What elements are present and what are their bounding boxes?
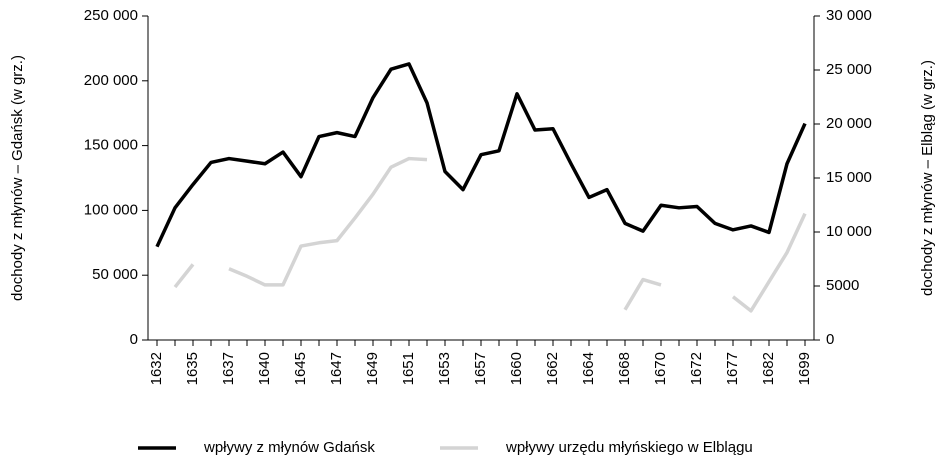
x-tick-label: 1677	[724, 352, 741, 385]
x-tick-label: 1662	[544, 352, 561, 385]
y2-tick-label: 10 000	[826, 223, 872, 240]
x-tick-label: 1653	[436, 352, 453, 385]
x-tick-label: 1632	[148, 352, 165, 385]
y-tick-label: 200 000	[84, 72, 138, 89]
y-axis-label: dochody z młynów – Gdańsk (w grz.)	[9, 55, 26, 301]
y-tick-label: 250 000	[84, 7, 138, 24]
x-tick-label: 1635	[184, 352, 201, 385]
y2-axis-label: dochody z młynów – Elbląg (w grz.)	[919, 60, 936, 296]
x-tick-label: 1637	[220, 352, 237, 385]
x-tick-label: 1660	[508, 352, 525, 385]
y2-tick-label: 0	[826, 331, 834, 348]
y2-tick-label: 25 000	[826, 61, 872, 78]
x-tick-label: 1699	[796, 352, 813, 385]
x-tick-label: 1664	[580, 352, 597, 385]
y2-tick-label: 15 000	[826, 169, 872, 186]
x-tick-label: 1657	[472, 352, 489, 385]
y-tick-label: 0	[130, 331, 138, 348]
x-tick-label: 1672	[688, 352, 705, 385]
x-tick-label: 1670	[652, 352, 669, 385]
y2-tick-label: 5000	[826, 277, 859, 294]
x-tick-label: 1668	[616, 352, 633, 385]
x-tick-label: 1645	[292, 352, 309, 385]
x-tick-label: 1640	[256, 352, 273, 385]
x-tick-label: 1682	[760, 352, 777, 385]
y-tick-label: 100 000	[84, 201, 138, 218]
y2-tick-label: 30 000	[826, 7, 872, 24]
y-tick-label: 150 000	[84, 137, 138, 154]
legend-label: wpływy urzędu młyńskiego w Elblągu	[505, 439, 753, 456]
legend-label: wpływy z młynów Gdańsk	[203, 439, 375, 456]
y-tick-label: 50 000	[92, 266, 138, 283]
series-line	[155, 62, 807, 248]
series-line	[173, 156, 807, 313]
x-tick-label: 1651	[400, 352, 417, 385]
x-tick-label: 1649	[364, 352, 381, 385]
y2-tick-label: 20 000	[826, 115, 872, 132]
x-tick-label: 1647	[328, 352, 345, 385]
